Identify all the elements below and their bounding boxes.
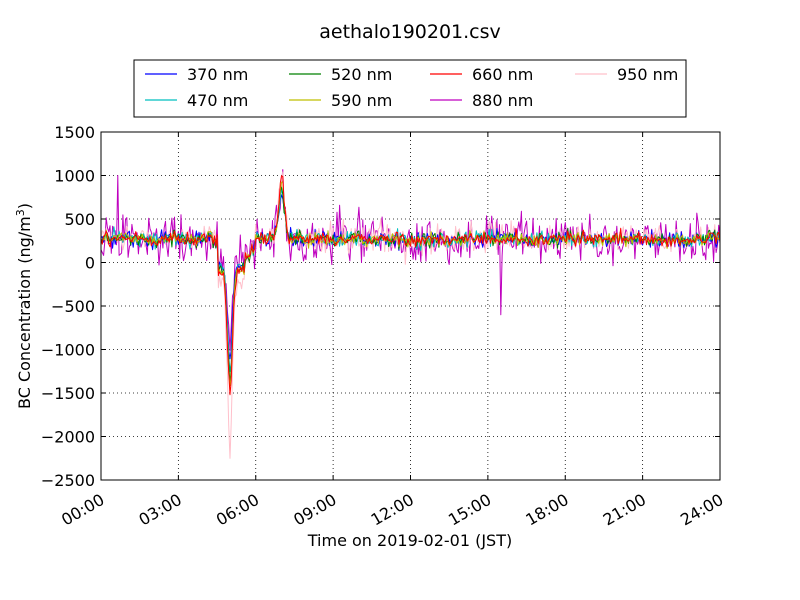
y-tick-label: 500 bbox=[64, 210, 95, 229]
legend-label: 370 nm bbox=[187, 65, 248, 84]
y-tick-label: −1000 bbox=[41, 341, 95, 360]
y-tick-label: −2500 bbox=[41, 471, 95, 490]
legend-label: 590 nm bbox=[331, 91, 392, 110]
legend-label: 880 nm bbox=[472, 91, 533, 110]
legend: 370 nm 470 nm 520 nm 590 nm 660 nm 880 nm 950 … bbox=[133, 59, 687, 118]
y-tick-label: −500 bbox=[51, 297, 95, 316]
y-axis-label: BC Concentration (ng/m3) bbox=[14, 203, 35, 409]
legend-label: 660 nm bbox=[472, 65, 533, 84]
legend-label: 950 nm bbox=[617, 65, 678, 84]
series-layer bbox=[101, 169, 720, 459]
x-axis-label: Time on 2019-02-01 (JST) bbox=[307, 531, 512, 550]
chart-title: aethalo190201.csv bbox=[319, 21, 501, 43]
legend-label: 520 nm bbox=[331, 65, 392, 84]
y-tick-label: 0 bbox=[85, 254, 95, 273]
legend-box bbox=[133, 59, 687, 118]
y-tick-label: −1500 bbox=[41, 384, 95, 403]
y-tick-label: −2000 bbox=[41, 428, 95, 447]
series-line-660nm bbox=[101, 175, 720, 396]
legend-label: 470 nm bbox=[187, 91, 248, 110]
y-tick-label: 1000 bbox=[54, 167, 95, 186]
plot-area: 00:00 03:00 06:00 09:00 12:00 15:00 18:00 21:00… bbox=[41, 123, 727, 529]
y-tick-label: 1500 bbox=[54, 123, 95, 142]
